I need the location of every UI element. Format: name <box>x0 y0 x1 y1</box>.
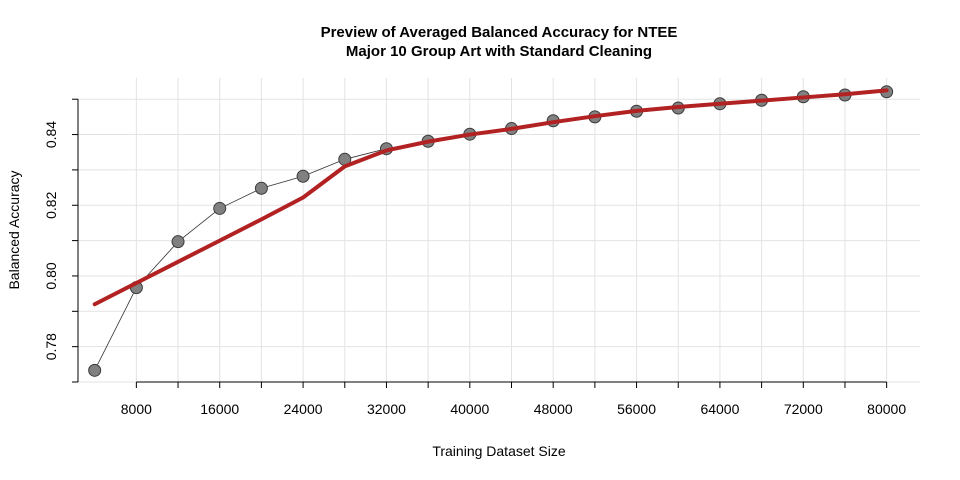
x-tick-label: 16000 <box>200 401 239 417</box>
fitted-series-line <box>92 88 889 307</box>
x-tick-label: 24000 <box>284 401 323 417</box>
chart-title-line-1: Preview of Averaged Balanced Accuracy fo… <box>321 24 678 41</box>
x-axis-label: Training Dataset Size <box>432 443 566 459</box>
observed-data-point <box>171 235 185 249</box>
axes-layer: 8000 16000 24000 32000 40000 48000 56000 64000 7… <box>43 98 906 417</box>
x-tick-label: 40000 <box>450 401 489 417</box>
y-tick-label: 0.78 <box>43 333 59 360</box>
x-tick-label: 80000 <box>867 401 906 417</box>
observed-data-point <box>296 169 310 183</box>
x-tick-label: 8000 <box>121 401 152 417</box>
x-tick-label: 48000 <box>534 401 573 417</box>
x-tick-label: 56000 <box>617 401 656 417</box>
y-tick-label: 0.84 <box>43 121 59 148</box>
y-tick-label: 0.80 <box>43 262 59 289</box>
chart-title-line-2: Major 10 Group Art with Standard Cleanin… <box>346 43 652 60</box>
x-tick-label: 64000 <box>700 401 739 417</box>
observed-data-point <box>88 363 102 377</box>
x-tick-label: 32000 <box>367 401 406 417</box>
x-tick-label: 72000 <box>784 401 823 417</box>
y-tick-label: 0.82 <box>43 191 59 218</box>
grid-layer <box>78 78 920 383</box>
y-axis-label: Balanced Accuracy <box>6 170 22 289</box>
series-layer <box>88 85 894 377</box>
observed-data-point <box>254 181 268 195</box>
observed-data-point <box>213 201 227 215</box>
